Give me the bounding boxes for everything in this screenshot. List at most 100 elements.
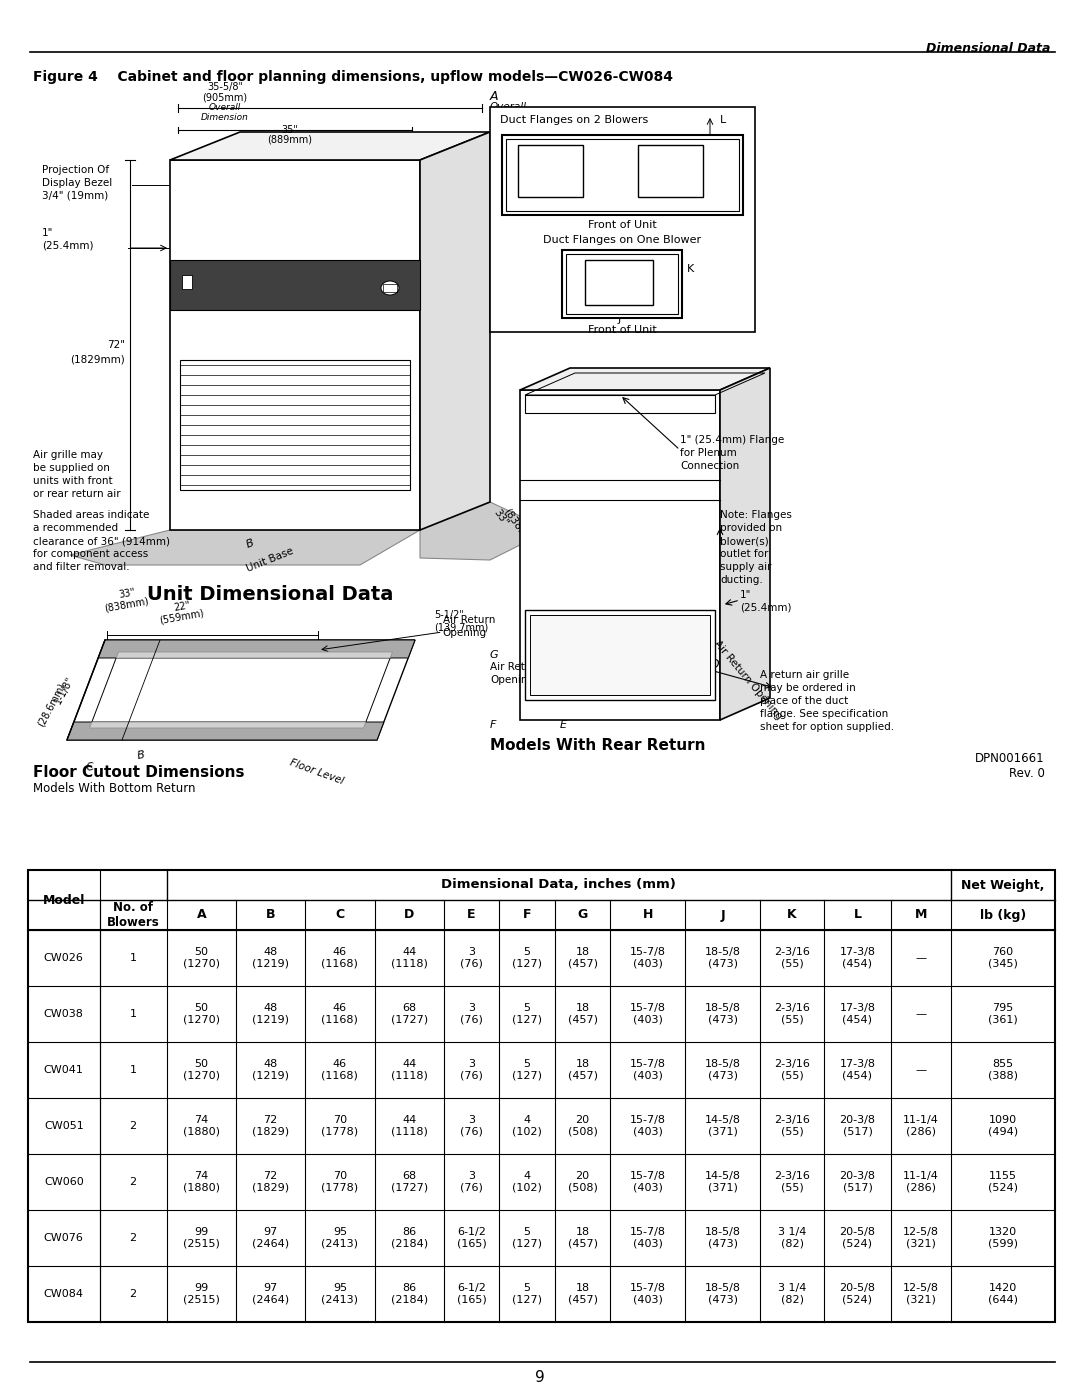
Text: Overall: Overall <box>208 103 241 112</box>
Text: 95
(2413): 95 (2413) <box>322 1284 359 1305</box>
Text: B: B <box>266 908 275 922</box>
Text: Air Return: Air Return <box>490 662 542 672</box>
Text: 18
(457): 18 (457) <box>567 947 597 968</box>
Text: 1155
(524): 1155 (524) <box>988 1171 1018 1193</box>
Text: 5
(127): 5 (127) <box>512 1284 542 1305</box>
Text: 20
(508): 20 (508) <box>568 1171 597 1193</box>
Text: 17-3/8
(454): 17-3/8 (454) <box>839 947 876 968</box>
Text: clearance of 36" (914mm): clearance of 36" (914mm) <box>33 536 170 546</box>
Text: 3
(76): 3 (76) <box>460 1115 483 1137</box>
Text: Floor Cutout Dimensions: Floor Cutout Dimensions <box>33 766 244 780</box>
Text: 86
(2184): 86 (2184) <box>391 1284 428 1305</box>
Text: 68
(1727): 68 (1727) <box>391 1003 428 1025</box>
Text: 17-3/8
(454): 17-3/8 (454) <box>839 1003 876 1025</box>
Text: 97
(2464): 97 (2464) <box>252 1227 289 1249</box>
Text: (25.4mm): (25.4mm) <box>740 604 792 613</box>
Text: 68
(1727): 68 (1727) <box>391 1171 428 1193</box>
Text: units with front: units with front <box>33 476 112 486</box>
Text: J: J <box>720 908 725 922</box>
Text: 1-1/8": 1-1/8" <box>53 675 76 705</box>
Text: D: D <box>404 908 415 922</box>
Text: 3
(76): 3 (76) <box>460 1171 483 1193</box>
Text: 760
(345): 760 (345) <box>988 947 1018 968</box>
Text: 48
(1219): 48 (1219) <box>252 947 289 968</box>
Text: outlet for: outlet for <box>720 549 768 559</box>
Text: 1: 1 <box>130 1009 137 1018</box>
Bar <box>525 395 715 414</box>
Text: 74
(1880): 74 (1880) <box>183 1171 220 1193</box>
Text: and filter removal.: and filter removal. <box>33 562 130 571</box>
Text: F: F <box>523 908 531 922</box>
Text: 4
(102): 4 (102) <box>512 1115 542 1137</box>
Text: Dimensional Data: Dimensional Data <box>926 42 1050 54</box>
Text: 48
(1219): 48 (1219) <box>252 1059 289 1081</box>
Text: Unit Base: Unit Base <box>519 543 570 555</box>
Text: Models With Rear Return: Models With Rear Return <box>490 738 705 753</box>
Polygon shape <box>67 722 383 740</box>
Text: 15-7/8
(403): 15-7/8 (403) <box>630 1003 665 1025</box>
Text: Air Return: Air Return <box>443 615 495 624</box>
Text: 3
(76): 3 (76) <box>460 947 483 968</box>
Text: D: D <box>710 658 719 672</box>
Text: Rev. 0: Rev. 0 <box>1009 767 1045 780</box>
Text: 1: 1 <box>130 1065 137 1076</box>
Text: B: B <box>136 750 146 761</box>
Bar <box>490 108 755 332</box>
Text: 18
(457): 18 (457) <box>567 1227 597 1249</box>
Text: H: H <box>509 152 517 162</box>
Text: 18
(457): 18 (457) <box>567 1284 597 1305</box>
Text: Front of Unit: Front of Unit <box>588 326 657 335</box>
Text: 18-5/8
(473): 18-5/8 (473) <box>705 1003 741 1025</box>
Text: 2: 2 <box>130 1289 137 1299</box>
Text: K: K <box>728 162 735 172</box>
Text: 33": 33" <box>118 587 136 599</box>
Text: Unit Dimensional Data: Unit Dimensional Data <box>147 585 393 604</box>
Text: Models With Bottom Return: Models With Bottom Return <box>33 782 195 795</box>
Text: 99
(2515): 99 (2515) <box>183 1284 219 1305</box>
Text: Dimension: Dimension <box>490 113 545 123</box>
Polygon shape <box>720 367 770 719</box>
Text: 17-3/8
(454): 17-3/8 (454) <box>839 1059 876 1081</box>
Text: A return air grille: A return air grille <box>760 671 849 680</box>
Text: 18-5/8
(473): 18-5/8 (473) <box>705 1284 741 1305</box>
Text: (25.4mm): (25.4mm) <box>540 485 592 495</box>
Bar <box>519 390 720 719</box>
Bar <box>507 138 739 211</box>
Text: (559mm): (559mm) <box>159 608 205 624</box>
Text: 70
(1778): 70 (1778) <box>322 1171 359 1193</box>
Text: 50
(1270): 50 (1270) <box>183 1059 220 1081</box>
Text: 15-7/8
(403): 15-7/8 (403) <box>630 1227 665 1249</box>
Bar <box>180 360 410 490</box>
Text: Dimensional Data, inches (mm): Dimensional Data, inches (mm) <box>442 879 676 891</box>
Text: 1": 1" <box>42 228 53 237</box>
Polygon shape <box>92 658 390 722</box>
Bar <box>383 284 397 292</box>
Bar <box>525 610 715 700</box>
Text: for Plenum: for Plenum <box>680 448 737 458</box>
Text: 2-3/16
(55): 2-3/16 (55) <box>774 1115 810 1137</box>
Text: may be ordered in: may be ordered in <box>760 683 855 693</box>
Text: Air grille may: Air grille may <box>33 450 103 460</box>
Text: 4
(102): 4 (102) <box>512 1171 542 1193</box>
Text: M: M <box>617 205 626 215</box>
Text: 2: 2 <box>130 1120 137 1132</box>
Text: provided on: provided on <box>720 522 782 534</box>
Polygon shape <box>67 640 415 740</box>
Text: Note: Flanges: Note: Flanges <box>720 510 792 520</box>
Text: Model: Model <box>42 894 85 907</box>
Text: 46
(1168): 46 (1168) <box>322 947 359 968</box>
Text: 2: 2 <box>130 1178 137 1187</box>
Text: CW038: CW038 <box>44 1009 84 1018</box>
Text: Opening: Opening <box>490 675 535 685</box>
Text: K: K <box>787 908 797 922</box>
Polygon shape <box>170 131 490 161</box>
Bar <box>183 275 192 289</box>
Bar <box>518 145 583 197</box>
Text: be supplied on: be supplied on <box>33 462 110 474</box>
Bar <box>170 260 420 310</box>
Text: 44
(1118): 44 (1118) <box>391 947 428 968</box>
Text: L: L <box>720 115 726 124</box>
Text: G: G <box>490 650 499 659</box>
Text: 1420
(644): 1420 (644) <box>988 1284 1018 1305</box>
Bar <box>638 145 703 197</box>
